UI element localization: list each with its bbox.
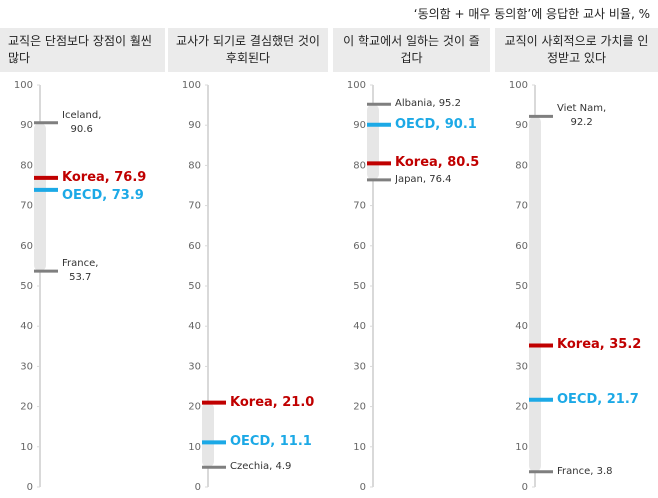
value-label: Korea, 35.2 xyxy=(557,337,642,353)
y-tick-label: 90 xyxy=(188,120,201,131)
y-tick-label: 100 xyxy=(182,80,201,91)
value-label: OECD, 11.1 xyxy=(230,434,312,450)
y-tick-label: 100 xyxy=(14,80,33,91)
y-tick-label: 60 xyxy=(353,241,366,252)
value-label-box: OECD, 21.7 xyxy=(557,391,639,407)
y-tick-label: 10 xyxy=(515,442,528,453)
y-tick-label: 50 xyxy=(515,281,528,292)
value-label-box: Korea, 76.9 xyxy=(62,169,147,185)
y-tick-label: 20 xyxy=(515,402,528,413)
y-tick-label: 30 xyxy=(353,361,366,372)
value-label-box: Korea, 35.2 xyxy=(557,337,642,353)
y-tick-label: 50 xyxy=(20,281,33,292)
y-tick-label: 0 xyxy=(27,482,33,493)
value-label-box: Viet Nam, 92.2 xyxy=(557,103,607,129)
y-tick-label: 10 xyxy=(188,442,201,453)
y-tick-label: 50 xyxy=(353,281,366,292)
value-label: Iceland, 90.6 xyxy=(62,109,102,135)
value-label-box: Japan, 76.4 xyxy=(395,174,452,186)
y-tick-label: 100 xyxy=(347,80,366,91)
y-tick-label: 60 xyxy=(188,241,201,252)
value-label: Albania, 95.2 xyxy=(395,98,461,110)
y-tick-label: 80 xyxy=(353,160,366,171)
value-label: Japan, 76.4 xyxy=(395,174,452,186)
value-label-box: France, 53.7 xyxy=(62,258,99,284)
y-tick-label: 0 xyxy=(195,482,201,493)
value-label: France, 53.7 xyxy=(62,258,99,284)
y-tick-label: 20 xyxy=(20,402,33,413)
y-tick-label: 40 xyxy=(353,321,366,332)
y-tick-label: 50 xyxy=(188,281,201,292)
distribution-band xyxy=(529,116,541,472)
y-tick-label: 80 xyxy=(188,160,201,171)
value-label: Czechia, 4.9 xyxy=(230,461,292,473)
value-label: Viet Nam, 92.2 xyxy=(557,103,607,129)
y-tick-label: 90 xyxy=(353,120,366,131)
note: ‘동의함 + 매우 동의함’에 응답한 교사 비율, % xyxy=(413,7,650,21)
y-tick-label: 80 xyxy=(515,160,528,171)
y-tick-label: 70 xyxy=(20,201,33,212)
value-label: France, 3.8 xyxy=(557,465,613,477)
y-tick-label: 70 xyxy=(353,201,366,212)
y-tick-label: 30 xyxy=(188,361,201,372)
y-tick-label: 70 xyxy=(188,201,201,212)
value-label: OECD, 73.9 xyxy=(62,187,144,203)
value-label-box: Korea, 80.5 xyxy=(395,155,480,171)
y-tick-label: 40 xyxy=(20,321,33,332)
panel-title: 교직은 단점보다 장점이 훨씬 많다 xyxy=(0,28,165,72)
value-label-box: Iceland, 90.6 xyxy=(62,109,102,135)
value-label: Korea, 76.9 xyxy=(62,169,147,185)
y-tick-label: 20 xyxy=(353,402,366,413)
y-tick-label: 70 xyxy=(515,201,528,212)
value-label: Korea, 80.5 xyxy=(395,155,480,171)
value-label-box: OECD, 90.1 xyxy=(395,116,477,132)
y-tick-label: 60 xyxy=(20,241,33,252)
value-label-box: OECD, 73.9 xyxy=(62,187,144,203)
value-label-box: OECD, 11.1 xyxy=(230,434,312,450)
value-label-box: Czechia, 4.9 xyxy=(230,461,292,473)
y-tick-label: 80 xyxy=(20,160,33,171)
y-tick-label: 10 xyxy=(20,442,33,453)
y-tick-label: 30 xyxy=(515,361,528,372)
y-tick-label: 10 xyxy=(353,442,366,453)
value-label: Korea, 21.0 xyxy=(230,394,315,410)
y-tick-label: 100 xyxy=(509,80,528,91)
panel-title: 교사가 되기로 결심했던 것이 후회된다 xyxy=(168,28,328,72)
value-label-box: France, 3.8 xyxy=(557,465,613,477)
panel-title: 이 학교에서 일하는 것이 즐겁다 xyxy=(333,28,490,72)
value-label-box: Albania, 95.2 xyxy=(395,98,461,110)
value-label: OECD, 90.1 xyxy=(395,116,477,132)
distribution-band xyxy=(367,104,379,180)
y-tick-label: 20 xyxy=(188,402,201,413)
y-tick-label: 0 xyxy=(522,482,528,493)
distribution-band xyxy=(34,122,46,272)
y-tick-label: 90 xyxy=(20,120,33,131)
y-tick-label: 90 xyxy=(515,120,528,131)
y-tick-label: 60 xyxy=(515,241,528,252)
value-label: OECD, 21.7 xyxy=(557,391,639,407)
y-tick-label: 30 xyxy=(20,361,33,372)
value-label-box: Korea, 21.0 xyxy=(230,394,315,410)
distribution-band xyxy=(202,402,214,468)
y-tick-label: 40 xyxy=(188,321,201,332)
panel-title: 교직이 사회적으로 가치를 인정받고 있다 xyxy=(495,28,658,72)
y-tick-label: 40 xyxy=(515,321,528,332)
y-tick-label: 0 xyxy=(360,482,366,493)
